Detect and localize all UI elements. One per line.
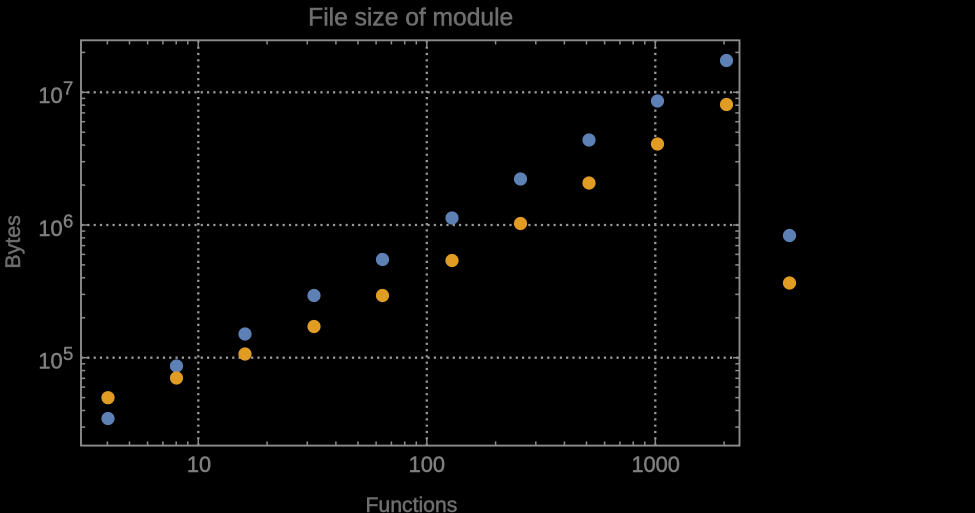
svg-text:1000: 1000	[631, 452, 680, 477]
svg-text:10: 10	[187, 452, 211, 477]
svg-text:7: 7	[63, 78, 73, 99]
svg-text:5: 5	[63, 343, 73, 364]
svg-text:Bytes: Bytes	[1, 215, 25, 269]
svg-text:10: 10	[38, 349, 62, 374]
svg-text:Functions: Functions	[365, 494, 457, 513]
svg-text:6: 6	[63, 210, 73, 231]
svg-text:10: 10	[38, 83, 62, 108]
svg-text:100: 100	[409, 452, 445, 477]
svg-text:10: 10	[38, 216, 62, 241]
svg-text:File size of module: File size of module	[308, 5, 513, 32]
